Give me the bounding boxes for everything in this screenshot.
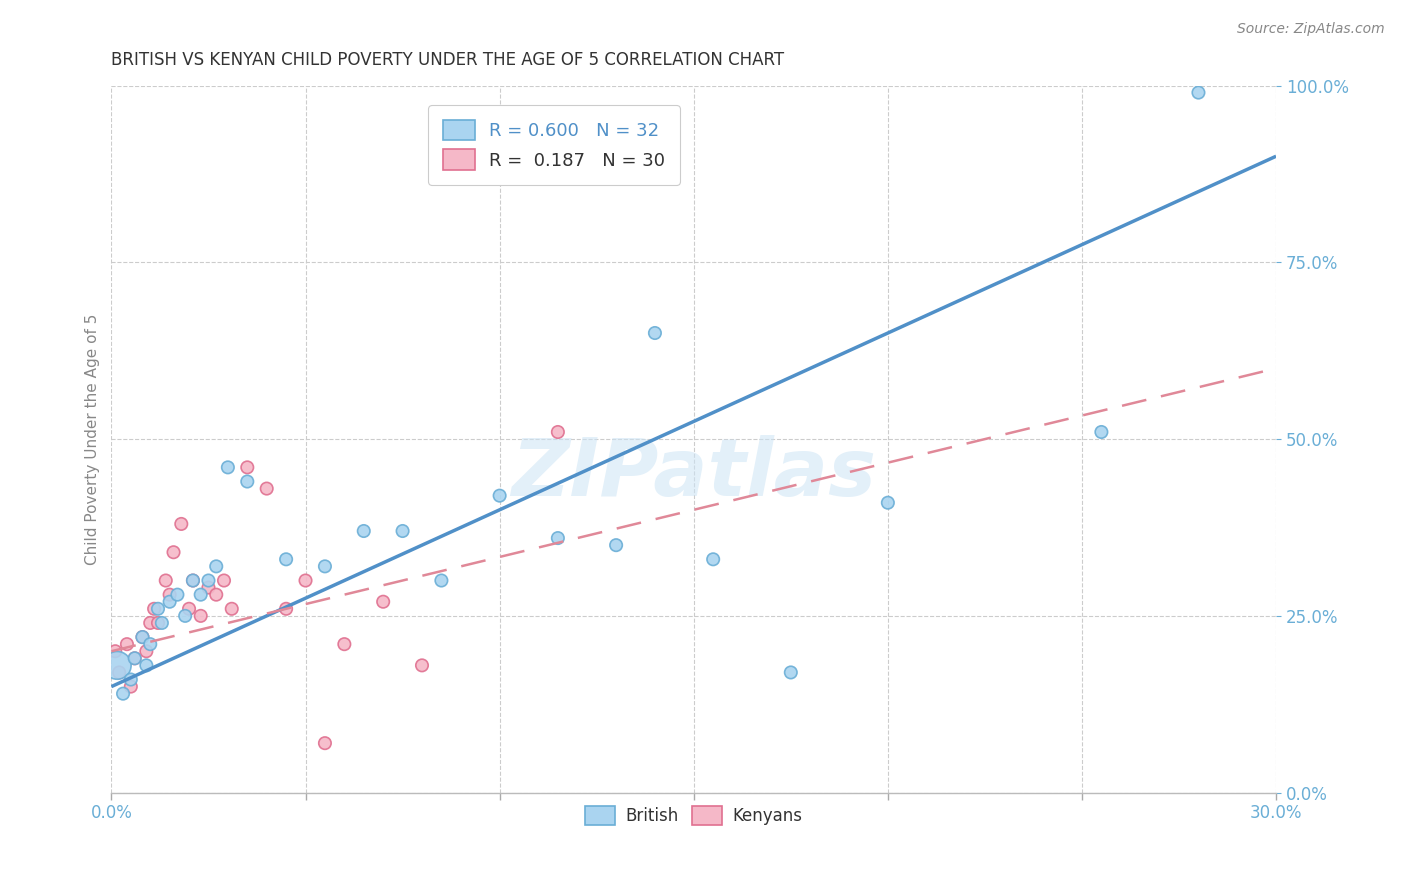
- Point: [174, 608, 197, 623]
- Point: [314, 736, 336, 750]
- Text: Source: ZipAtlas.com: Source: ZipAtlas.com: [1237, 22, 1385, 37]
- Point: [162, 545, 184, 559]
- Point: [274, 602, 297, 616]
- Point: [108, 665, 131, 680]
- Text: ZIPatlas: ZIPatlas: [512, 435, 876, 514]
- Point: [170, 516, 193, 531]
- Point: [105, 658, 128, 673]
- Point: [236, 475, 259, 489]
- Point: [131, 630, 153, 644]
- Point: [605, 538, 627, 552]
- Point: [139, 637, 162, 651]
- Point: [547, 425, 569, 439]
- Point: [1187, 86, 1209, 100]
- Point: [131, 630, 153, 644]
- Point: [135, 644, 157, 658]
- Point: [190, 608, 212, 623]
- Point: [177, 602, 200, 616]
- Point: [120, 680, 142, 694]
- Point: [146, 602, 169, 616]
- Point: [146, 615, 169, 630]
- Point: [274, 552, 297, 566]
- Point: [779, 665, 801, 680]
- Point: [181, 574, 204, 588]
- Point: [236, 460, 259, 475]
- Point: [411, 658, 433, 673]
- Point: [159, 588, 181, 602]
- Point: [155, 574, 177, 588]
- Y-axis label: Child Poverty Under the Age of 5: Child Poverty Under the Age of 5: [86, 313, 100, 565]
- Point: [120, 673, 142, 687]
- Point: [221, 602, 243, 616]
- Point: [205, 559, 228, 574]
- Point: [373, 595, 395, 609]
- Point: [135, 658, 157, 673]
- Point: [212, 574, 235, 588]
- Text: BRITISH VS KENYAN CHILD POVERTY UNDER THE AGE OF 5 CORRELATION CHART: BRITISH VS KENYAN CHILD POVERTY UNDER TH…: [111, 51, 785, 69]
- Point: [1090, 425, 1112, 439]
- Point: [644, 326, 666, 340]
- Point: [488, 489, 510, 503]
- Point: [104, 644, 127, 658]
- Legend: British, Kenyans: British, Kenyans: [576, 798, 810, 834]
- Point: [256, 482, 278, 496]
- Point: [139, 615, 162, 630]
- Point: [181, 574, 204, 588]
- Point: [314, 559, 336, 574]
- Point: [205, 588, 228, 602]
- Point: [217, 460, 239, 475]
- Point: [124, 651, 146, 665]
- Point: [190, 588, 212, 602]
- Point: [143, 602, 166, 616]
- Point: [150, 615, 173, 630]
- Point: [333, 637, 356, 651]
- Point: [547, 531, 569, 545]
- Point: [166, 588, 188, 602]
- Point: [294, 574, 316, 588]
- Point: [353, 524, 375, 538]
- Point: [197, 574, 219, 588]
- Point: [112, 687, 135, 701]
- Point: [876, 496, 898, 510]
- Point: [159, 595, 181, 609]
- Point: [391, 524, 413, 538]
- Point: [115, 637, 138, 651]
- Point: [702, 552, 724, 566]
- Point: [430, 574, 453, 588]
- Point: [197, 581, 219, 595]
- Point: [124, 651, 146, 665]
